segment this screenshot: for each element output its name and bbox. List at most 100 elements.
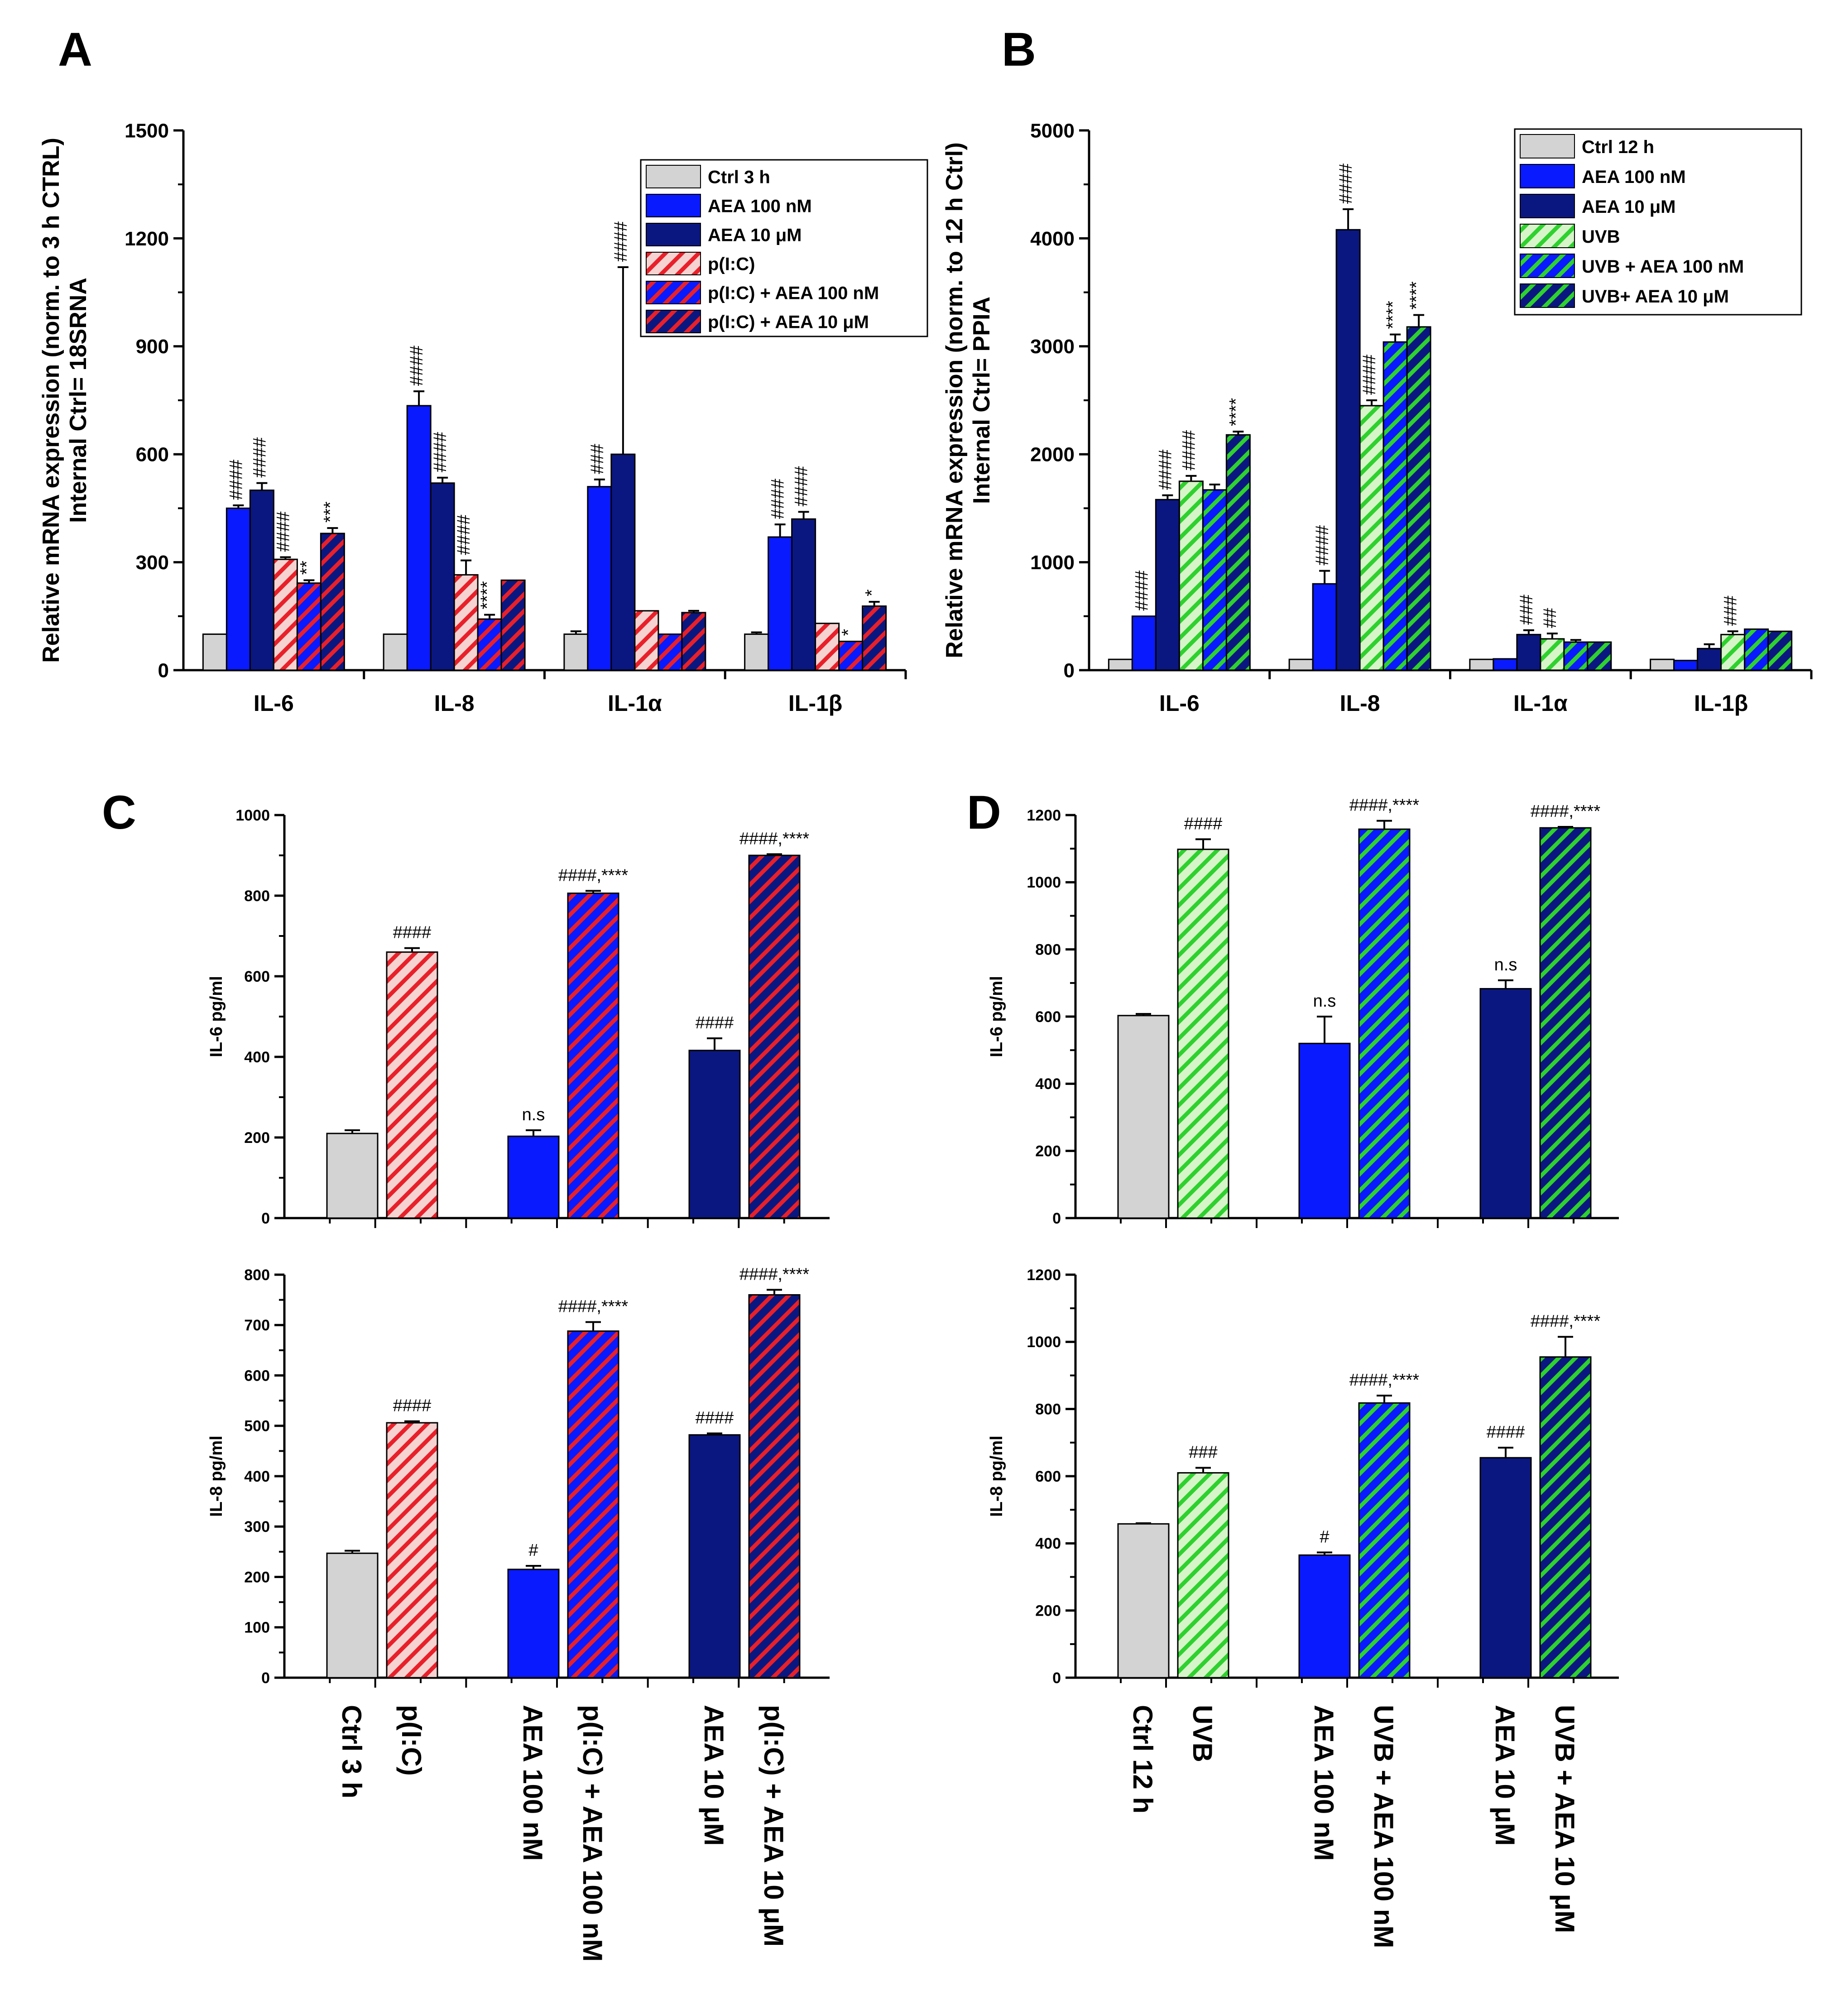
x-tick-label-uvb-aea-10-um: UVB + AEA 10 μM [1550, 1705, 1580, 1933]
x-tick-label-il-8: IL-8 [1340, 691, 1380, 716]
legend-swatch [646, 223, 701, 246]
bar-aea-10-um-il-1 [1697, 648, 1722, 671]
significance-label: ####,**** [1531, 802, 1600, 821]
bar-p-i-c-il-6 [273, 558, 298, 671]
significance-label: #### [696, 1013, 734, 1032]
panel-c: 02004006008001000####n.s####,****#######… [102, 786, 830, 1962]
bar-aea-10-um-il-6 [249, 489, 274, 671]
bar-uvb-aea-10-um-il-6 [1225, 434, 1251, 671]
bar-aea-100-nm-il-1 [1493, 658, 1518, 671]
significance-label: #### [454, 514, 474, 555]
x-tick-label-ctrl-3-h: Ctrl 3 h [336, 1705, 367, 1799]
significance-label: #### [1312, 525, 1332, 566]
y-tick-label: 0 [261, 1670, 270, 1687]
bar-ctrl-12-h [1117, 1015, 1170, 1219]
legend-swatch [1520, 254, 1575, 278]
significance-label: **** [1406, 281, 1426, 309]
bar-p-i-c-aea-100-nm-il-6 [296, 582, 322, 671]
bar-uvb-aea-100-nm [1358, 1402, 1411, 1679]
bar-uvb-aea-100-nm-il-8 [1382, 341, 1408, 671]
significance-label: ### [1189, 1443, 1217, 1462]
significance-label: #### [407, 345, 427, 386]
panel-letter: C [102, 786, 136, 839]
bar-aea-100-nm [507, 1135, 560, 1219]
significance-label: #### [768, 478, 788, 519]
y-tick-label: 600 [136, 444, 169, 466]
bar-ctrl-3-h-il-1 [563, 633, 589, 671]
significance-label: * [862, 589, 882, 596]
bar-p-i-c-aea-10-um-il-1 [862, 605, 887, 671]
significance-label: n.s [522, 1105, 545, 1124]
bar-p-i-c-aea-10-um-il-8 [500, 579, 526, 671]
legend-label: p(I:C) + AEA 10 μM [708, 312, 869, 332]
bar-uvb-il-1 [1720, 633, 1746, 671]
bar-ctrl-12-h-il-8 [1288, 658, 1314, 671]
bar-ctrl-3-h [326, 1132, 379, 1219]
bar-p-i-c-il-1 [634, 610, 659, 671]
y-tick-label: 200 [244, 1569, 270, 1586]
y-tick-label: 800 [1035, 1401, 1061, 1418]
y-tick-label: 600 [244, 968, 270, 985]
y-tick-label: 600 [1035, 1468, 1061, 1485]
bar-ctrl-12-h-il-1 [1650, 658, 1675, 671]
bar-p-i-c-aea-10-um-il-1 [681, 612, 706, 671]
y-tick-label: 300 [136, 552, 169, 574]
x-tick-label-p-i-c: p(I:C) [396, 1705, 427, 1776]
bar-aea-10-um-il-1 [1516, 633, 1541, 671]
legend-swatch [646, 165, 701, 188]
legend-swatch [646, 252, 701, 275]
significance-label: #### [1179, 430, 1199, 470]
legend-swatch [1520, 283, 1575, 308]
y-tick-label: 1000 [1027, 874, 1061, 891]
y-tick-label: 900 [136, 336, 169, 358]
bar-aea-100-nm-il-6 [1131, 615, 1157, 671]
significance-label: #### [1184, 814, 1223, 833]
x-tick-label-il-1: IL-1α [1513, 691, 1568, 716]
y-tick-label: 400 [1035, 1535, 1061, 1552]
y-tick-label: 600 [1035, 1008, 1061, 1026]
bar-aea-100-nm-il-1 [768, 536, 793, 671]
y-tick-label: 0 [261, 1210, 270, 1227]
y-tick-label: 400 [1035, 1075, 1061, 1093]
y-tick-label: 2000 [1030, 444, 1075, 466]
bar-aea-100-nm-il-8 [1312, 583, 1337, 671]
significance-label: * [839, 629, 859, 636]
significance-label: ####,**** [739, 829, 809, 848]
significance-label: ####,**** [739, 1265, 809, 1284]
x-tick-label-ctrl-12-h: Ctrl 12 h [1128, 1705, 1158, 1814]
y-tick-label: 200 [1035, 1603, 1061, 1620]
bar-p-i-c-aea-10-um [748, 1294, 801, 1679]
legend-label: Ctrl 3 h [708, 168, 770, 187]
significance-label: #### [226, 459, 246, 500]
y-tick-label: 1200 [1027, 1267, 1061, 1284]
y-tick-label: 3000 [1030, 336, 1075, 358]
x-tick-label-p-i-c-aea-10-um: p(I:C) + AEA 10 μM [758, 1705, 789, 1947]
y-axis-label: IL-6 pg/ml [207, 976, 226, 1057]
y-tick-label: 200 [244, 1129, 270, 1147]
bar-aea-100-nm [507, 1569, 560, 1679]
bar-ctrl-12-h-il-6 [1108, 658, 1133, 671]
significance-label: #### [1155, 449, 1175, 490]
x-tick-label-uvb: UVB [1187, 1705, 1218, 1762]
legend-label: UVB + AEA 100 nM [1582, 257, 1744, 277]
y-tick-label: 300 [244, 1518, 270, 1536]
y-axis-label: IL-6 pg/ml [987, 976, 1006, 1057]
legend-label: AEA 10 μM [708, 226, 802, 245]
bar-aea-100-nm-il-6 [226, 507, 251, 671]
y-tick-label: 4000 [1030, 228, 1075, 250]
y-axis-label: Internal Ctrl= 18SRNA [65, 278, 91, 523]
significance-label: **** [477, 581, 497, 609]
x-tick-label-il-1: IL-1α [608, 691, 662, 716]
significance-label: #### [696, 1408, 734, 1427]
legend-swatch [646, 310, 701, 333]
y-axis-label: IL-8 pg/ml [207, 1435, 226, 1516]
bar-ctrl-3-h-il-8 [383, 633, 408, 671]
bar-uvb [1177, 849, 1229, 1219]
bar-uvb-il-1 [1540, 638, 1565, 671]
legend-label: UVB+ AEA 10 μM [1582, 287, 1729, 307]
significance-label: ## [1540, 608, 1560, 628]
bar-aea-10-um [1479, 1457, 1532, 1679]
legend-label: p(I:C) + AEA 100 nM [708, 283, 879, 303]
bar-aea-100-nm-il-1 [587, 486, 612, 671]
